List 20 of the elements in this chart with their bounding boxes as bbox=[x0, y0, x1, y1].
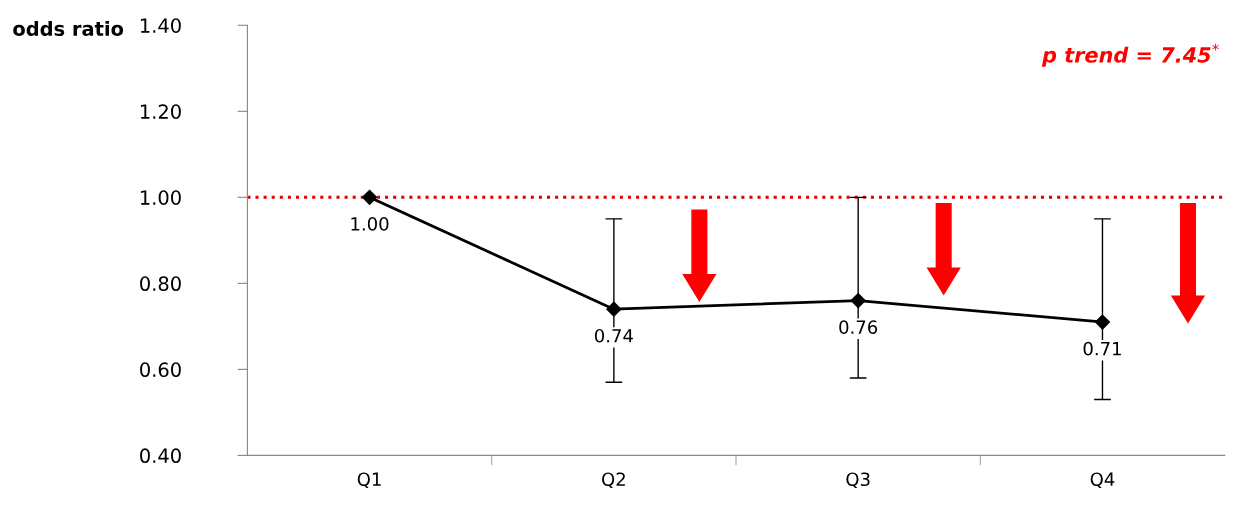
y-tick-label: 0.80 bbox=[140, 276, 181, 292]
y-tick-label: 0.60 bbox=[140, 362, 181, 378]
data-label: 0.71 bbox=[1083, 341, 1121, 356]
x-tick-label: Q1 bbox=[357, 472, 381, 489]
y-tick-label: 1.00 bbox=[140, 190, 181, 205]
y-tick-label: 1.40 bbox=[140, 18, 181, 33]
data-label: 0.74 bbox=[594, 328, 633, 343]
point bbox=[850, 292, 866, 309]
x-tick-label: Q3 bbox=[846, 472, 870, 489]
data-label: 0.76 bbox=[839, 320, 878, 334]
y-tick-label: 0.40 bbox=[140, 448, 181, 464]
data-label: 1.00 bbox=[351, 217, 389, 231]
point bbox=[606, 301, 622, 317]
x-tick-label: Q4 bbox=[1090, 472, 1115, 489]
point bbox=[361, 189, 378, 205]
x-tick-label: Q2 bbox=[602, 472, 625, 489]
annotation: p trend = 7.45$^{*}$ bbox=[1041, 43, 1219, 67]
y-axis-title: odds ratio bbox=[13, 20, 124, 36]
point bbox=[1094, 314, 1111, 330]
y-tick-label: 1.20 bbox=[140, 104, 181, 119]
